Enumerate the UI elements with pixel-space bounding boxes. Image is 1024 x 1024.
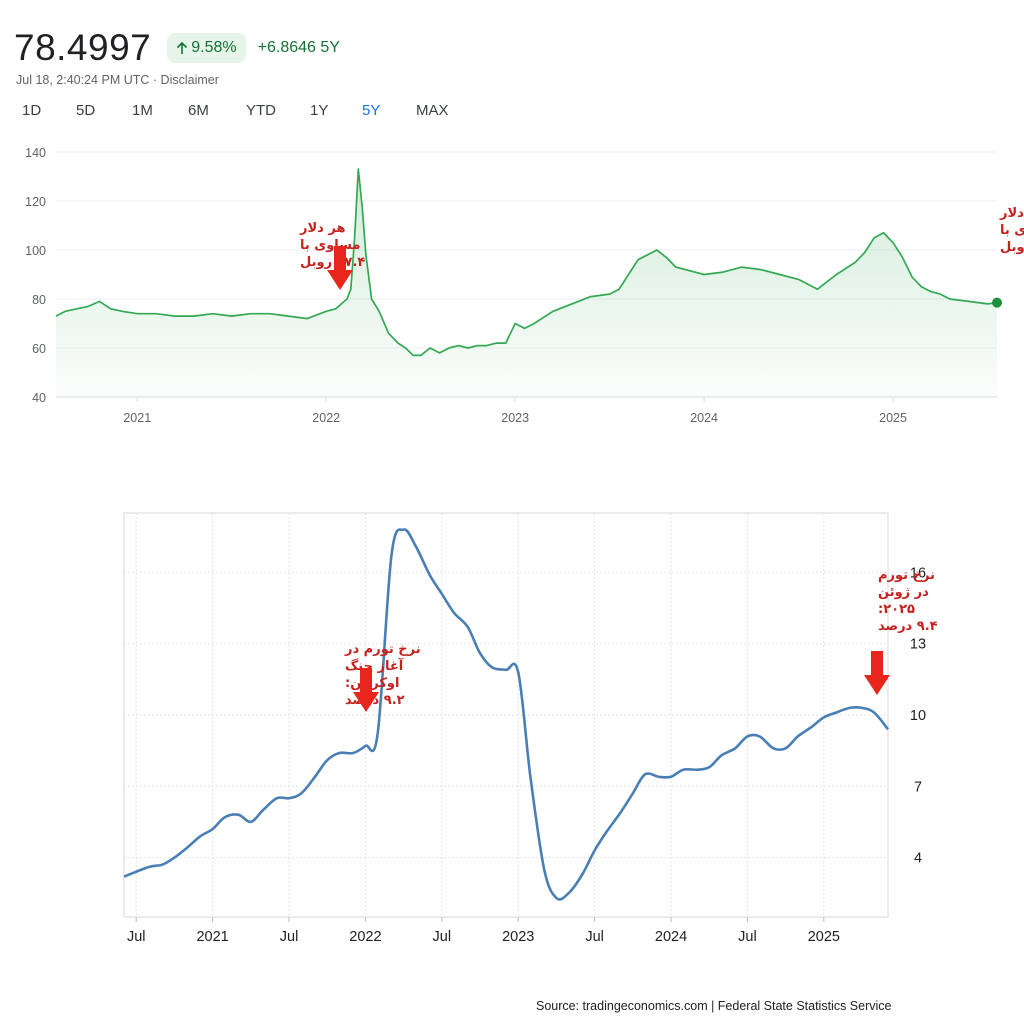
y-tick-label-60: 60 [32, 342, 46, 356]
annotation-bottom-right-line-2: ۲۰۲۵: [878, 602, 915, 617]
y-tick-label-10: 10 [910, 708, 926, 724]
annotation-arrow-bottom-right [864, 651, 890, 695]
annotation-top-left-line-0: هر دلار [299, 221, 345, 236]
annotation-arrow-bottom-left [353, 668, 379, 712]
y-tick-label-16: 16 [910, 565, 926, 581]
annotation-bottom-right-line-1: در ژوئن [878, 585, 929, 600]
last-point-marker [992, 297, 1002, 308]
x-tick-label-3: 2022 [349, 929, 381, 945]
y-tick-label-80: 80 [32, 293, 46, 307]
annotation-top-left-line-2: ۷۷.۴ روبل [300, 255, 365, 270]
change-percent-badge: 9.58% [167, 33, 246, 63]
timestamp-line: Jul 18, 2:40:24 PM UTC · Disclaimer [16, 73, 219, 87]
range-tab-ytd[interactable]: YTD [246, 102, 276, 119]
x-tick-label-4: Jul [433, 929, 452, 945]
annotation-bottom-right-line-0: نرخ تورم [878, 568, 935, 583]
range-tab-1d[interactable]: 1D [22, 102, 42, 119]
y-tick-label-4: 4 [914, 851, 922, 867]
annotation-top-right-line-2: ۷۸.۵ روبل [1000, 240, 1024, 255]
x-tick-label-6: Jul [585, 929, 604, 945]
range-tab-5d[interactable]: 5D [76, 102, 96, 119]
source-note: Source: tradingeconomics.com | Federal S… [536, 999, 892, 1013]
disclaimer-link[interactable]: Disclaimer [160, 73, 219, 87]
series-area [56, 169, 997, 397]
annotation-bottom-left-line-0: نرخ تورم در [344, 642, 421, 657]
timestamp: Jul 18, 2:40:24 PM UTC [16, 73, 150, 87]
x-tick-label-2024: 2024 [690, 411, 718, 425]
range-tab-1y[interactable]: 1Y [310, 102, 329, 119]
y-tick-label-120: 120 [25, 195, 46, 209]
quote-header: 78.4997 9.58% +6.8646 5Y [14, 26, 340, 70]
arrow-up-icon [177, 41, 188, 54]
separator: · [152, 73, 158, 87]
range-tab-1m[interactable]: 1M [132, 102, 153, 119]
x-tick-label-8: Jul [738, 929, 757, 945]
y-tick-label-13: 13 [910, 637, 926, 653]
y-tick-label-140: 140 [25, 146, 46, 160]
annotation-bottom-left-line-1: آغاز جنگ [345, 657, 404, 674]
annotation-bottom-left-line-2: اوکراین: [345, 676, 399, 691]
annotation-bottom-right-line-3: ۹.۴ درصد [878, 619, 938, 634]
change-percent: 9.58% [191, 39, 237, 56]
range-tabs: 1D 5D 1M 6M YTD 1Y 5Y MAX [22, 102, 466, 119]
x-tick-label-5: 2023 [502, 929, 534, 945]
y-tick-label-100: 100 [25, 244, 46, 258]
x-tick-label-0: Jul [127, 929, 146, 945]
series-line [123, 528, 890, 901]
range-tab-max[interactable]: MAX [416, 102, 449, 119]
x-tick-label-2022: 2022 [312, 411, 340, 425]
x-tick-label-9: 2025 [808, 929, 840, 945]
x-tick-label-2025: 2025 [879, 411, 907, 425]
x-tick-label-2021: 2021 [123, 411, 151, 425]
x-tick-label-7: 2024 [655, 929, 687, 945]
annotation-top-right-line-0: هر دلار [999, 206, 1024, 221]
range-tab-5y[interactable]: 5Y [362, 102, 381, 119]
annotation-arrow-top-left [327, 246, 353, 290]
series-line [55, 168, 998, 357]
change-absolute: +6.8646 5Y [257, 39, 340, 56]
x-tick-label-2: Jul [280, 929, 299, 945]
y-tick-label-40: 40 [32, 391, 46, 405]
x-tick-label-2023: 2023 [501, 411, 529, 425]
price-value: 78.4997 [14, 27, 152, 68]
annotation-top-right-line-1: مساوی با [1000, 223, 1024, 238]
y-tick-label-7: 7 [914, 779, 922, 795]
usd-rub-chart: 40 60 80 100 120 140 2021 2022 2023 2024 2025 هر دل… [25, 146, 1024, 425]
range-tab-6m[interactable]: 6M [188, 102, 209, 119]
x-tick-label-1: 2021 [196, 929, 228, 945]
